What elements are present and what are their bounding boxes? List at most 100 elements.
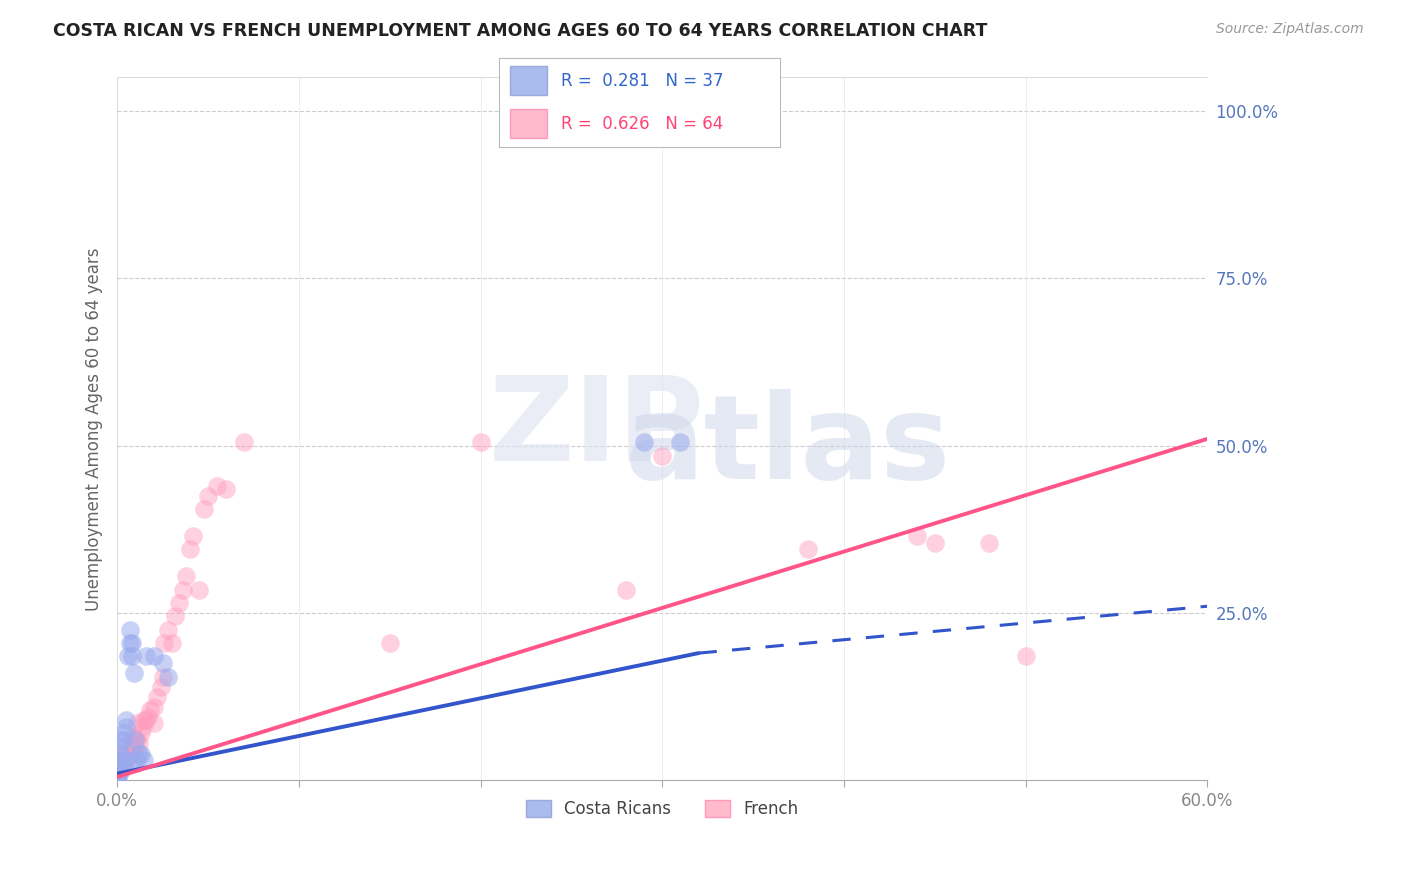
Point bbox=[108, 760, 131, 774]
Text: R =  0.281   N = 37: R = 0.281 N = 37 bbox=[561, 71, 724, 90]
Point bbox=[115, 747, 138, 761]
Point bbox=[105, 766, 128, 780]
Legend: Costa Ricans, French: Costa Ricans, French bbox=[519, 793, 804, 825]
Point bbox=[128, 737, 150, 751]
Point bbox=[118, 636, 141, 650]
Point bbox=[111, 760, 134, 774]
Point bbox=[110, 733, 132, 747]
Point bbox=[110, 753, 132, 767]
Point bbox=[197, 489, 219, 503]
Text: R =  0.626   N = 64: R = 0.626 N = 64 bbox=[561, 114, 723, 133]
Point bbox=[183, 529, 205, 543]
Point bbox=[651, 449, 673, 463]
Point bbox=[669, 435, 692, 450]
Point bbox=[378, 636, 401, 650]
Point bbox=[470, 435, 492, 450]
Point bbox=[124, 733, 146, 747]
Point bbox=[205, 479, 228, 493]
Point bbox=[114, 726, 136, 740]
Point bbox=[979, 535, 1001, 549]
Point bbox=[215, 482, 238, 496]
Point bbox=[122, 666, 145, 681]
Point bbox=[193, 502, 215, 516]
Point bbox=[174, 569, 197, 583]
Point bbox=[105, 770, 128, 784]
Text: COSTA RICAN VS FRENCH UNEMPLOYMENT AMONG AGES 60 TO 64 YEARS CORRELATION CHART: COSTA RICAN VS FRENCH UNEMPLOYMENT AMONG… bbox=[53, 22, 988, 40]
Point bbox=[105, 770, 128, 784]
Point bbox=[110, 764, 132, 778]
Point bbox=[136, 709, 159, 723]
Point bbox=[121, 737, 143, 751]
Text: ZIP: ZIP bbox=[489, 371, 704, 486]
Point bbox=[105, 773, 128, 788]
Point bbox=[115, 720, 138, 734]
Point bbox=[110, 753, 132, 767]
Point bbox=[127, 753, 149, 767]
Point bbox=[129, 747, 152, 761]
Point bbox=[108, 753, 131, 767]
Point bbox=[105, 770, 128, 784]
Point bbox=[142, 649, 165, 664]
Point bbox=[152, 669, 174, 683]
Point bbox=[108, 764, 131, 778]
Text: atlas: atlas bbox=[624, 389, 950, 504]
Point bbox=[117, 649, 139, 664]
Point bbox=[105, 770, 128, 784]
Point bbox=[172, 582, 194, 597]
Point bbox=[146, 690, 169, 704]
Point bbox=[105, 766, 128, 780]
Point bbox=[142, 716, 165, 731]
Text: Source: ZipAtlas.com: Source: ZipAtlas.com bbox=[1216, 22, 1364, 37]
Point bbox=[157, 623, 180, 637]
Bar bbox=[510, 109, 547, 138]
Point bbox=[129, 726, 152, 740]
Point bbox=[114, 753, 136, 767]
Point bbox=[924, 535, 946, 549]
Point bbox=[115, 713, 138, 727]
Point bbox=[121, 649, 143, 664]
Point bbox=[105, 773, 128, 788]
Point bbox=[124, 739, 146, 754]
Point bbox=[167, 596, 190, 610]
Point bbox=[131, 720, 153, 734]
Point bbox=[118, 623, 141, 637]
Point bbox=[121, 747, 143, 761]
Point bbox=[105, 773, 128, 788]
Point bbox=[233, 435, 256, 450]
Point bbox=[121, 636, 143, 650]
Point bbox=[117, 750, 139, 764]
Point bbox=[128, 747, 150, 761]
Point bbox=[160, 636, 183, 650]
Point bbox=[122, 730, 145, 744]
Point bbox=[118, 747, 141, 761]
Point bbox=[152, 656, 174, 670]
Point bbox=[118, 737, 141, 751]
Point bbox=[110, 747, 132, 761]
Point bbox=[127, 716, 149, 731]
Point bbox=[108, 766, 131, 780]
Point bbox=[105, 766, 128, 780]
Point bbox=[108, 766, 131, 780]
Point bbox=[796, 542, 818, 557]
Point bbox=[108, 739, 131, 754]
Point bbox=[127, 733, 149, 747]
Point bbox=[1014, 649, 1036, 664]
Point bbox=[905, 529, 928, 543]
Point bbox=[124, 753, 146, 767]
Point bbox=[153, 636, 176, 650]
Point bbox=[134, 713, 156, 727]
Point bbox=[114, 756, 136, 771]
Y-axis label: Unemployment Among Ages 60 to 64 years: Unemployment Among Ages 60 to 64 years bbox=[86, 247, 103, 611]
Point bbox=[139, 703, 162, 717]
Point bbox=[115, 753, 138, 767]
Point bbox=[142, 699, 165, 714]
Point bbox=[111, 750, 134, 764]
Point bbox=[614, 582, 637, 597]
Point bbox=[111, 733, 134, 747]
Point bbox=[179, 542, 201, 557]
Point bbox=[149, 680, 172, 694]
Point bbox=[633, 435, 655, 450]
Point bbox=[111, 760, 134, 774]
Point bbox=[135, 713, 157, 727]
Point bbox=[105, 766, 128, 780]
